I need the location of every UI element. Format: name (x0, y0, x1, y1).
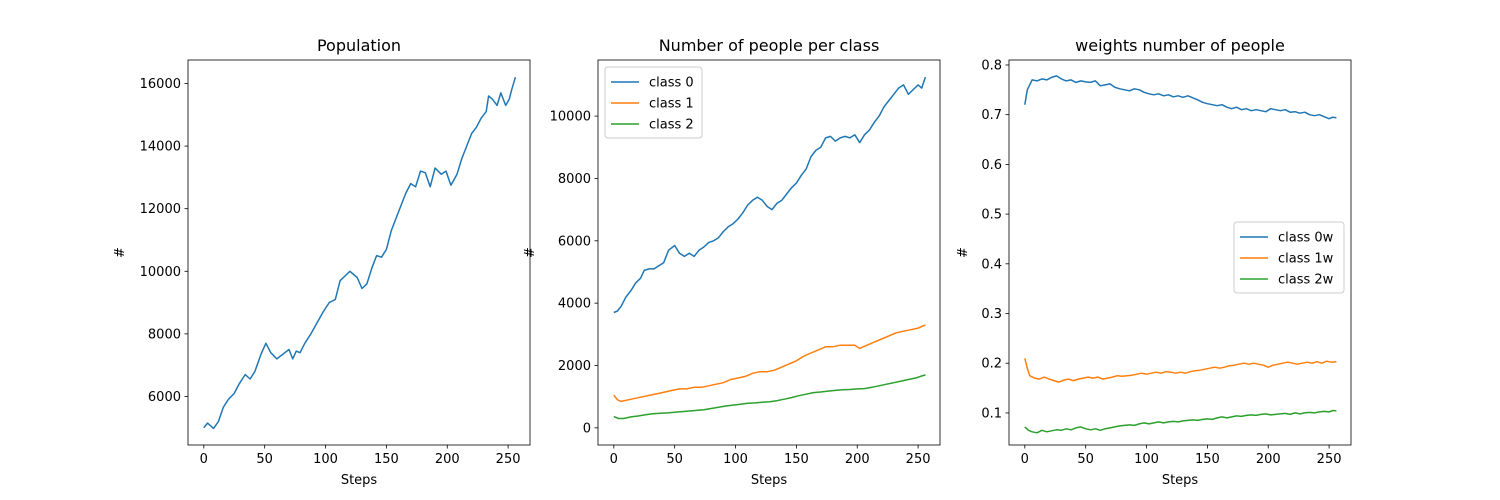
legend-label: class 2w (1278, 273, 1334, 288)
y-tick-label: 0.5 (981, 208, 1002, 223)
legend-frame (604, 66, 703, 139)
x-tick-label: 50 (1077, 452, 1094, 467)
series-line-class-0 (613, 76, 927, 314)
x-tick-label: 100 (313, 452, 338, 467)
legend-label: class 0w (1278, 231, 1334, 246)
chart-title: Population (317, 36, 401, 55)
y-tick-label: 8000 (148, 327, 181, 342)
x-tick-label: 150 (374, 452, 399, 467)
y-tick-label: 10000 (550, 110, 591, 125)
series-line-class-2w (1024, 409, 1337, 434)
y-tick-label: 10000 (140, 265, 181, 280)
legend-frame (1233, 221, 1345, 294)
chart-1: 0 50 100 150 200 250 6000 8000 10000 12000 14000 16… (113, 36, 531, 488)
y-axis-label: # (523, 247, 538, 258)
x-tick-label: 100 (723, 452, 748, 467)
chart-3: 0 50 100 150 200 250 0.1 0.2 0.3 0.4 0.5 0.6 0.7 0.8 w… (956, 36, 1352, 488)
y-axis-label: # (113, 247, 128, 258)
y-tick-label: 4000 (558, 297, 591, 312)
x-tick-label: 0 (200, 452, 208, 467)
y-tick-label: 6000 (558, 234, 591, 249)
x-tick-label: 200 (1256, 452, 1281, 467)
legend-label: class 2 (649, 118, 694, 133)
x-tick-label: 200 (845, 452, 870, 467)
x-tick-label: 200 (435, 452, 460, 467)
series-line-class-1w (1024, 358, 1337, 383)
x-tick-label: 250 (906, 452, 931, 467)
x-tick-label: 50 (666, 452, 683, 467)
chart-title: Number of people per class (659, 36, 880, 55)
legend-label: class 1w (1278, 252, 1334, 267)
y-tick-label: 0.4 (981, 257, 1002, 272)
chart-title: weights number of people (1075, 36, 1285, 55)
axes-frame (1008, 59, 1352, 446)
y-tick-label: 0.6 (981, 158, 1002, 173)
x-tick-label: 100 (1134, 452, 1159, 467)
chart-2: 0 50 100 150 200 250 0 2000 4000 6000 8000 10000 Num… (523, 36, 941, 488)
x-tick-label: 50 (256, 452, 273, 467)
y-axis-label: # (956, 247, 971, 258)
y-tick-label: 8000 (558, 172, 591, 187)
y-tick-label: 0.1 (981, 406, 1002, 421)
x-tick-label: 250 (1317, 452, 1342, 467)
y-tick-label: 0.8 (981, 58, 1002, 73)
y-tick-label: 0.3 (981, 307, 1002, 322)
y-tick-label: 0 (583, 421, 591, 436)
x-tick-label: 0 (1021, 452, 1029, 467)
legend: class 0 class 1 class 2 (604, 66, 703, 139)
x-tick-label: 250 (496, 452, 521, 467)
x-axis-label: Steps (1162, 473, 1199, 488)
y-tick-label: 0.7 (981, 108, 1002, 123)
x-tick-label: 150 (1195, 452, 1220, 467)
y-tick-label: 2000 (558, 359, 591, 374)
axes-frame (597, 59, 941, 446)
legend-label: class 1 (649, 97, 694, 112)
legend-label: class 0 (649, 76, 694, 91)
x-tick-label: 0 (610, 452, 618, 467)
y-tick-label: 0.2 (981, 357, 1002, 372)
series-line-1 (203, 76, 517, 430)
axes-frame (187, 59, 531, 446)
x-axis-label: Steps (751, 473, 788, 488)
legend: class 0w class 1w class 2w (1233, 221, 1345, 294)
x-axis-label: Steps (341, 473, 378, 488)
y-tick-label: 16000 (140, 77, 181, 92)
y-tick-label: 14000 (140, 140, 181, 155)
series-line-class-2 (613, 374, 926, 420)
x-tick-label: 150 (784, 452, 809, 467)
y-tick-label: 12000 (140, 202, 181, 217)
series-line-class-1 (613, 324, 926, 403)
series-line-class-0w (1024, 75, 1337, 120)
y-tick-label: 6000 (148, 390, 181, 405)
